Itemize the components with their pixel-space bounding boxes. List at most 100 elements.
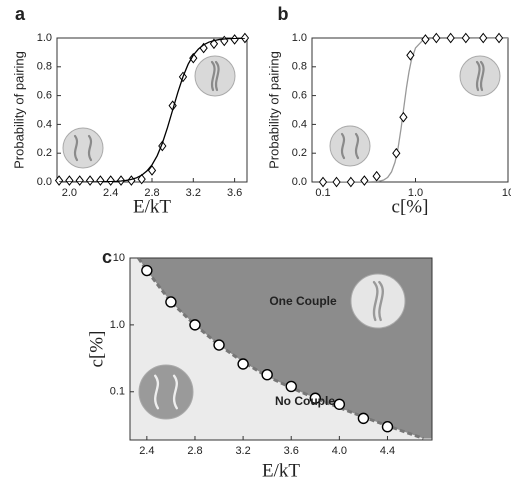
data-point [85,175,95,186]
icon [194,55,236,97]
fit-line [59,38,245,182]
data-point [461,32,470,44]
data-point [392,147,401,159]
data-point [309,392,321,404]
data-point [332,176,341,188]
data-point [432,32,441,44]
data-point [479,32,488,44]
icon [459,55,501,97]
y-tick-label: 0.2 [292,147,307,159]
data-point [494,32,504,44]
y-tick-label: 0.4 [292,118,307,130]
y-tick-label: 0.1 [110,386,125,398]
data-point [137,173,146,185]
x-tick-label: 4.4 [380,445,395,457]
strand [479,60,485,92]
x-tick-label: 0.1 [315,187,330,199]
data-point [75,175,84,186]
strand [354,132,360,160]
strand [475,60,481,92]
data-point [357,412,370,425]
x-tick-label: 2.4 [103,187,118,199]
annotation: One Couple [269,294,337,308]
y-tick-label: 0.4 [37,118,52,130]
data-point [240,32,250,44]
icon-circle [350,273,406,329]
y-axis-label: Probability of pairing [11,51,26,169]
data-point [346,176,355,188]
x-tick-label: 2.8 [187,445,202,457]
x-tick-label: 2.4 [139,445,154,457]
data-point [230,34,239,45]
y-tick-label: 0.8 [37,61,52,73]
icon [350,273,406,329]
y-tick-label: 0.6 [37,90,52,102]
strand [73,134,79,162]
data-point [285,380,297,393]
y-tick-label: 1.0 [37,32,52,44]
data-point [261,368,273,381]
data-point [446,32,455,44]
data-point [141,264,153,277]
x-tick-label: 10 [502,187,511,199]
data-point [399,111,408,123]
icon-circle [194,55,236,97]
y-tick-label: 0.0 [37,176,52,188]
data-point [372,170,381,182]
icon [329,125,371,167]
strand [378,280,384,322]
annotation: No Couple [275,394,335,408]
data-point [406,49,415,61]
x-tick-label: 2.0 [62,187,77,199]
icon [138,364,194,420]
x-tick-label: 2.8 [144,187,159,199]
strand [210,60,216,92]
x-tick-label: 3.2 [186,187,201,199]
panel-label: b [278,4,289,24]
data-point [421,34,430,45]
y-tick-label: 0.2 [37,147,52,159]
strand [372,280,379,322]
strand [172,374,178,410]
x-tick-label: 3.6 [284,445,299,457]
strand [154,374,160,410]
data-point [189,52,198,64]
panel-label: c [102,247,112,267]
plot-frame [311,37,509,183]
y-axis-label: Probability of pairing [266,51,281,169]
data-point [318,176,328,188]
data-point [147,165,157,176]
icon-circle [62,127,104,169]
y-tick-label: 1.0 [292,32,307,44]
data-point [189,319,201,331]
data-point [165,296,177,308]
data-point [237,358,249,370]
x-axis-label: E/kT [133,196,171,217]
data-point [360,175,369,186]
icon [62,127,104,169]
data-point [333,398,346,410]
y-tick-label: 10 [113,252,125,264]
icon-circle [459,55,501,97]
x-axis-label: c[%] [392,196,429,217]
data-point [127,175,136,186]
data-point [213,339,225,351]
y-tick-label: 0.0 [292,176,307,188]
plot-frame [129,257,433,441]
x-tick-label: 3.2 [235,445,250,457]
fit-line [323,38,508,182]
y-tick-label: 1.0 [110,319,125,331]
y-axis-label: c[%] [86,331,107,368]
data-point [65,175,74,186]
icon-circle [138,364,194,420]
x-tick-label: 3.6 [227,187,242,199]
data-point [381,421,394,433]
panel-label: a [15,4,26,24]
data-point [106,175,115,186]
x-tick-label: 4.0 [332,445,347,457]
strand [340,132,346,160]
strand [214,60,220,92]
x-axis-label: E/kT [262,460,300,481]
icon-circle [329,125,371,167]
